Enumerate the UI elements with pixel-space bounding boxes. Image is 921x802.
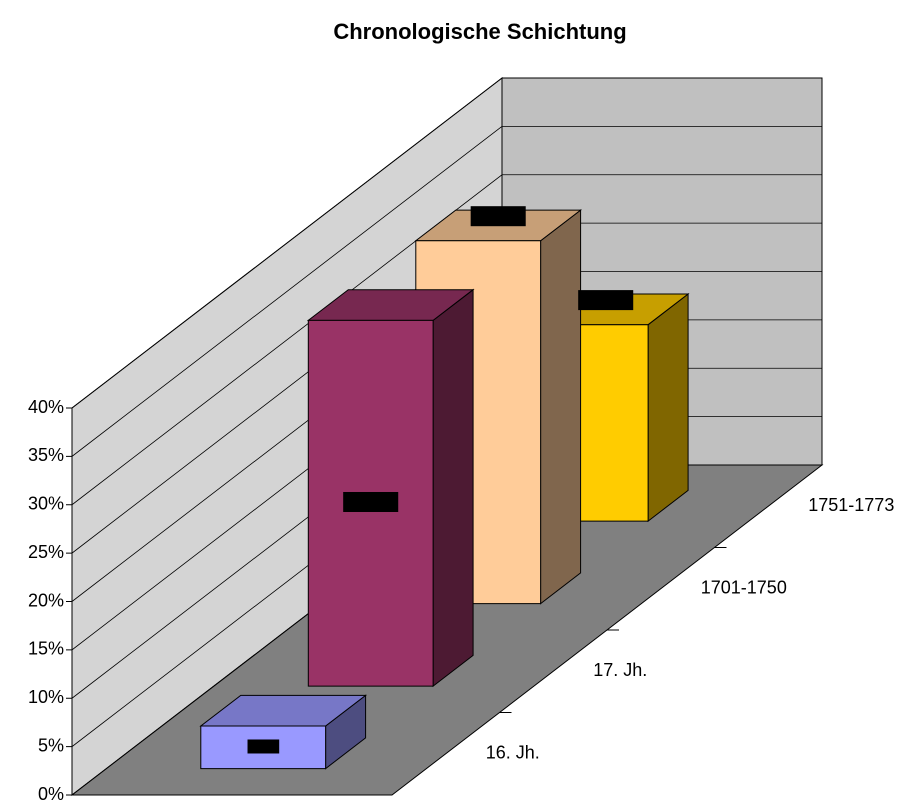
- data-label-bg: [247, 739, 280, 754]
- bar-side: [540, 209, 582, 605]
- data-label: 4,4%: [250, 739, 278, 753]
- y-tick-label: 35%: [28, 445, 64, 465]
- x-tick-label: 1751-1773: [808, 495, 894, 515]
- bar-side: [432, 288, 474, 688]
- data-label-bg: [578, 290, 634, 311]
- x-tick-label: 16. Jh.: [486, 743, 540, 763]
- y-tick-label: 15%: [28, 639, 64, 659]
- y-tick-label: 25%: [28, 542, 64, 562]
- bar-side: [647, 292, 689, 523]
- grid-line: [71, 77, 822, 409]
- y-tick-label: 30%: [28, 494, 64, 514]
- chart-title: Chronologische Schichtung: [333, 19, 626, 44]
- y-tick-label: 40%: [28, 397, 64, 417]
- grid-line: [71, 125, 822, 457]
- grid-line: [71, 174, 822, 506]
- data-label: 37,8%: [345, 492, 396, 512]
- y-tick-label: 20%: [28, 590, 64, 610]
- y-tick-label: 0%: [38, 784, 64, 802]
- y-tick-label: 10%: [28, 687, 64, 707]
- x-tick-label: 1701-1750: [701, 578, 787, 598]
- y-tick-label: 5%: [38, 735, 64, 755]
- data-label-bg: [343, 491, 399, 512]
- data-label: 20,3%: [580, 290, 631, 310]
- data-label-bg: [470, 206, 526, 227]
- data-label: 37,5%: [473, 206, 524, 226]
- x-tick-label: 17. Jh.: [593, 660, 647, 680]
